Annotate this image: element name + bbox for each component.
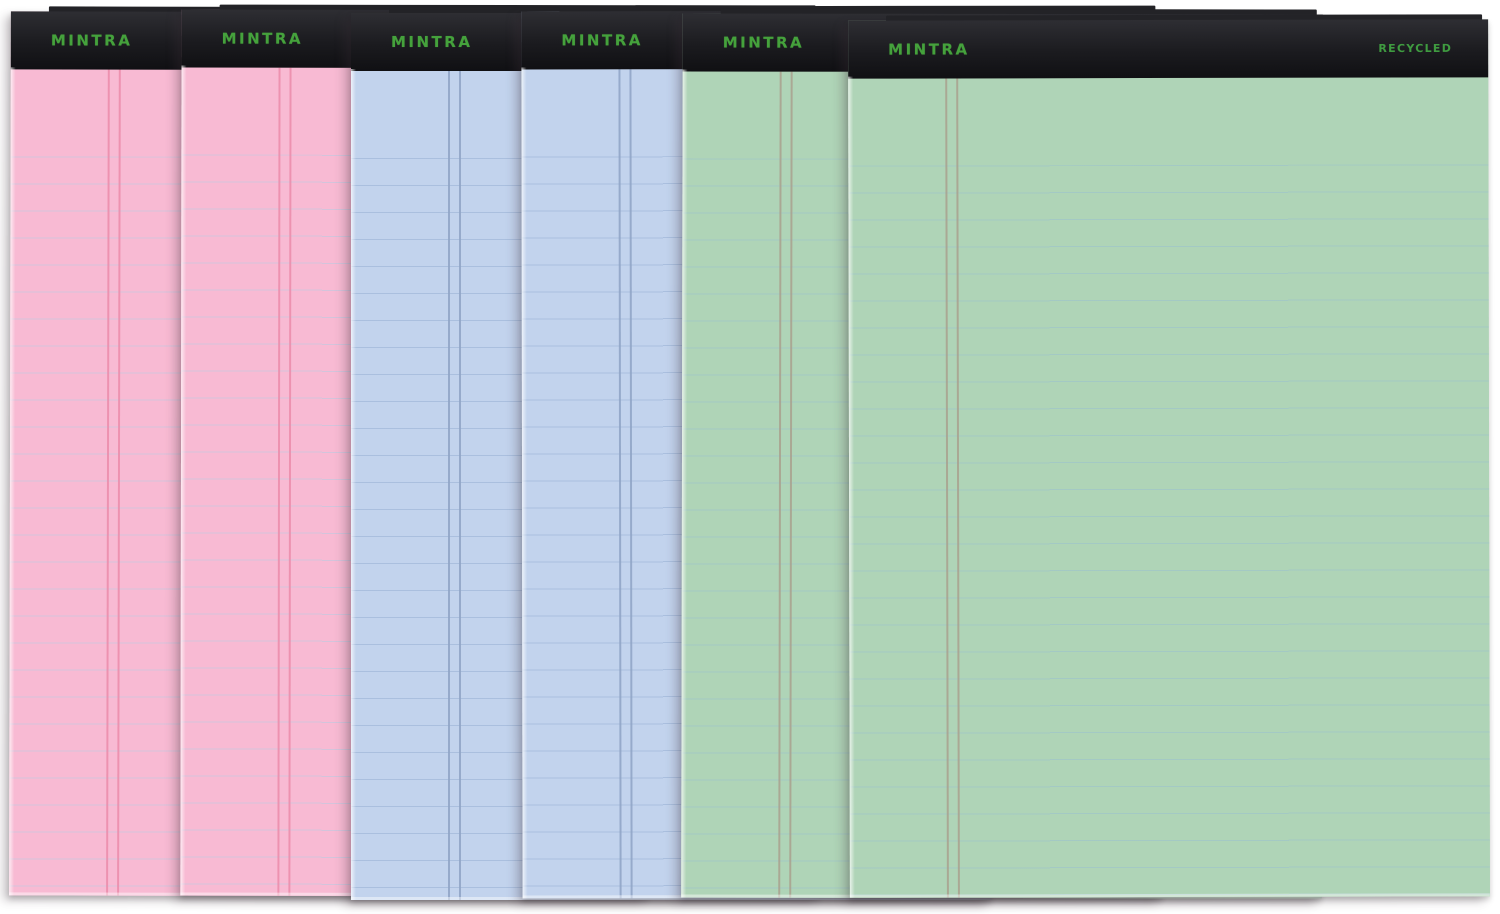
pad-paper — [848, 77, 1490, 898]
mintra-logo: MINTRA — [888, 40, 970, 59]
binding-band: MINTRA RECYCLED — [848, 19, 1489, 79]
notepad-6-green-front: MINTRA RECYCLED — [848, 14, 1490, 898]
mintra-logo: MINTRA — [561, 31, 643, 50]
mintra-logo: MINTRA — [50, 31, 133, 50]
margin-line — [618, 69, 633, 899]
ruled-lines — [848, 164, 1490, 898]
mintra-logo: MINTRA — [391, 33, 473, 51]
margin-line — [277, 67, 292, 896]
margin-line — [945, 78, 960, 898]
margin-line — [778, 71, 793, 898]
mintra-logo: MINTRA — [221, 29, 304, 48]
mintra-logo: MINTRA — [722, 33, 805, 52]
margin-line — [106, 69, 121, 896]
margin-line — [448, 71, 461, 900]
recycled-label: RECYCLED — [1378, 41, 1453, 56]
